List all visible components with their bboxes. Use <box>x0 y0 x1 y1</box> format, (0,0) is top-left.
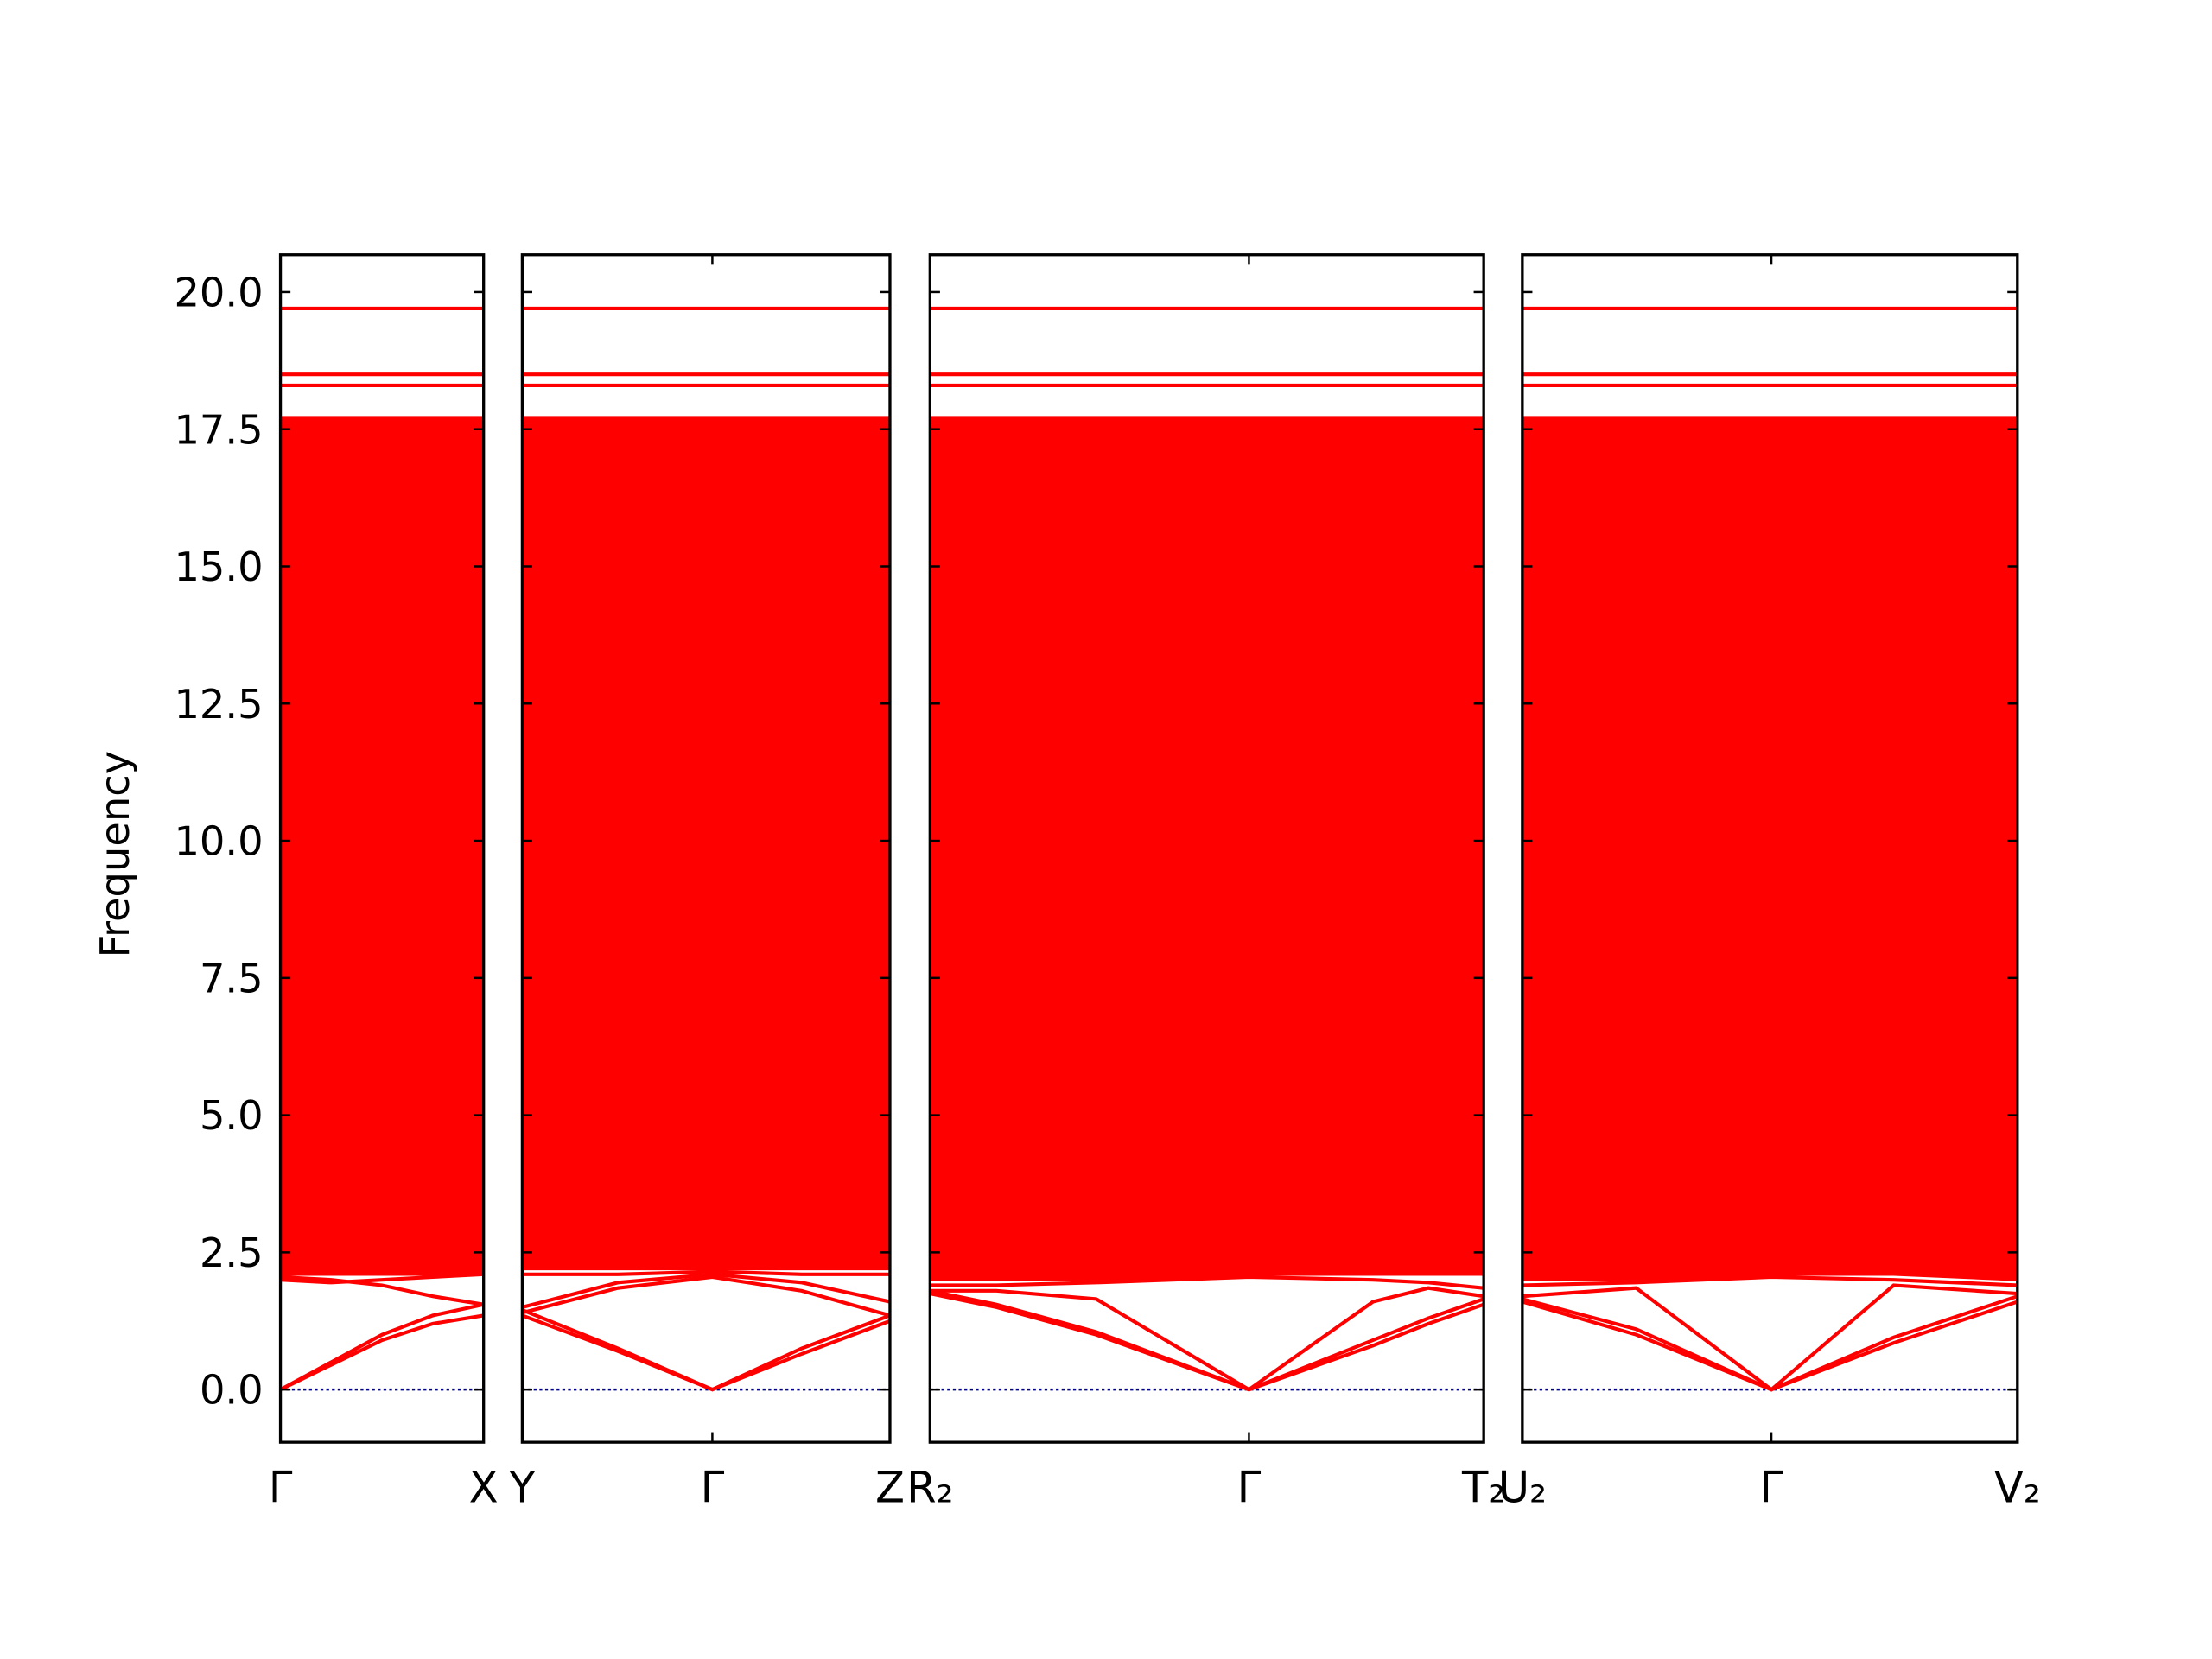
y-tick-label: 17.5 <box>174 406 263 453</box>
x-tick-label: Γ <box>701 1463 725 1513</box>
x-tick-label: Y <box>508 1463 536 1513</box>
y-tick-label: 7.5 <box>200 955 264 1001</box>
x-tick-label: X <box>469 1463 499 1513</box>
panel <box>1522 306 2018 1392</box>
x-tick-label: V₂ <box>1994 1463 2041 1513</box>
y-tick-label: 15.0 <box>174 543 263 590</box>
x-tick-label: R₂ <box>906 1463 953 1513</box>
band-line <box>522 1269 890 1276</box>
band-line <box>522 1274 890 1318</box>
panel-frame <box>928 253 1485 1444</box>
band-line <box>930 1286 1484 1392</box>
y-axis-label: Frequency <box>92 751 138 957</box>
x-tick-label: U₂ <box>1498 1463 1547 1513</box>
x-tick-label: Γ <box>269 1463 293 1513</box>
y-tick-label: 2.5 <box>200 1230 264 1276</box>
y-tick-label: 5.0 <box>200 1092 264 1139</box>
x-tick-label: Γ <box>1237 1463 1262 1513</box>
band-line <box>1522 1274 2018 1287</box>
panel-frame <box>520 253 892 1444</box>
y-tick-label: 20.0 <box>174 269 263 315</box>
band-continuum <box>522 416 890 1271</box>
band-continuum <box>1522 416 2018 1281</box>
x-tick-label: T₂ <box>1461 1463 1505 1513</box>
band-line <box>930 1274 1484 1290</box>
panel-frame <box>1521 253 2019 1444</box>
y-tick-label: 12.5 <box>174 681 263 728</box>
x-tick-label: Γ <box>1759 1463 1783 1513</box>
band-continuum <box>930 416 1484 1281</box>
panel-frame <box>278 253 486 1444</box>
band-line <box>280 1272 484 1285</box>
x-tick-label: Z <box>875 1463 905 1513</box>
band-line <box>280 1274 484 1306</box>
y-tick-label: 10.0 <box>174 818 263 865</box>
band-line <box>522 1272 890 1309</box>
panel <box>930 306 1484 1392</box>
panel <box>280 306 484 1392</box>
band-continuum <box>280 416 484 1276</box>
panel <box>522 306 890 1392</box>
y-tick-label: 0.0 <box>200 1367 264 1414</box>
band-line <box>522 1308 890 1392</box>
band-line <box>280 1302 484 1391</box>
band-line <box>1522 1283 2018 1392</box>
